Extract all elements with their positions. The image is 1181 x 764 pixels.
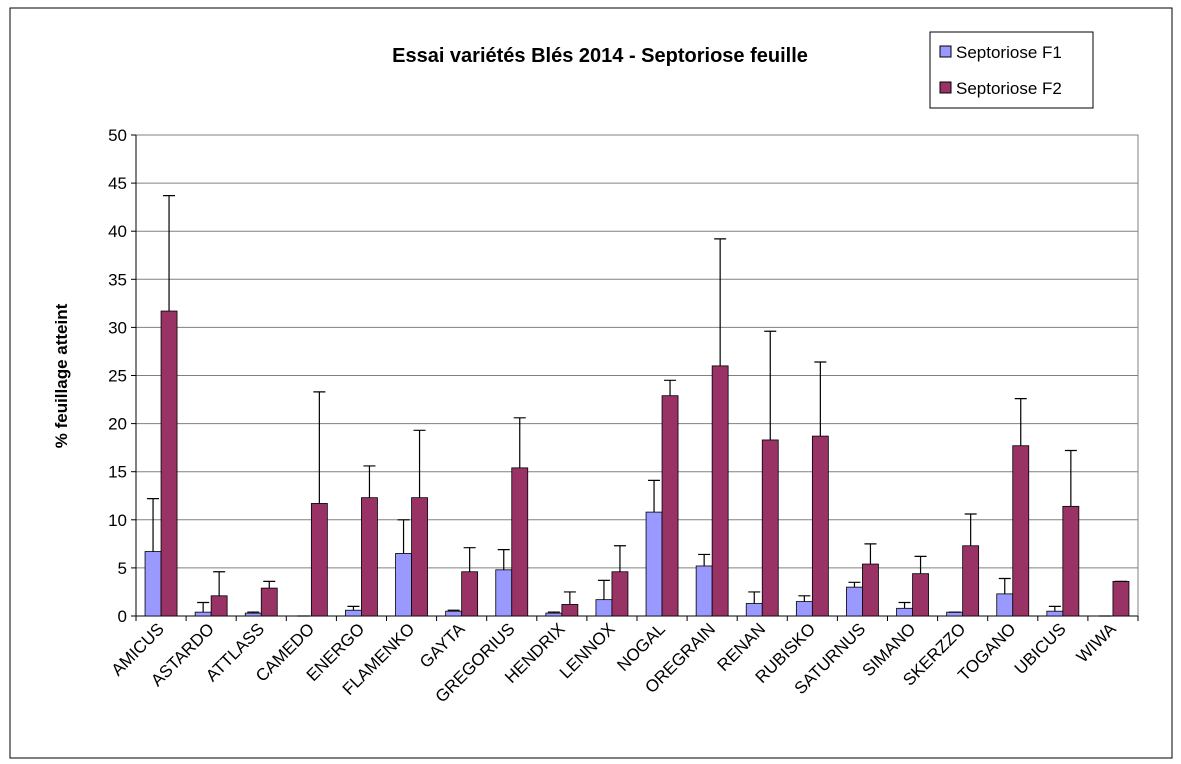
y-axis-label: % feuillage atteint [52, 303, 71, 448]
error-bar [597, 579, 610, 600]
bar [561, 604, 579, 617]
error-bar [1064, 449, 1077, 507]
chart-title: Essai variétés Blés 2014 - Septoriose fe… [392, 45, 808, 67]
y-tick-label: 40 [108, 222, 127, 241]
bar [244, 612, 262, 617]
bar [896, 607, 913, 617]
error-bar [714, 238, 727, 366]
error-bar [263, 580, 276, 589]
bar [1046, 610, 1064, 617]
y-tick-label: 45 [108, 174, 127, 193]
bar [345, 609, 362, 617]
error-bar [447, 609, 460, 612]
y-tick-label: 15 [108, 463, 127, 482]
bar [1062, 505, 1080, 617]
error-bar [998, 577, 1011, 594]
error-bar [798, 595, 811, 602]
bar [862, 563, 879, 617]
bar [811, 435, 829, 617]
error-bar [848, 581, 861, 588]
error-bar [513, 417, 526, 468]
error-bar [814, 361, 827, 437]
bar [260, 587, 278, 617]
bar [210, 595, 228, 617]
bar [361, 497, 378, 617]
bar [912, 573, 929, 617]
bar [661, 395, 679, 617]
error-bar [898, 601, 911, 609]
error-bar [497, 549, 510, 570]
y-tick-label: 0 [118, 607, 127, 626]
bar [962, 545, 980, 617]
error-bar [547, 611, 560, 614]
error-bar [914, 555, 927, 574]
bar [1012, 445, 1030, 617]
error-bar [563, 591, 576, 605]
error-bar [313, 391, 326, 504]
error-bar [213, 571, 226, 596]
y-tick-label: 30 [108, 318, 127, 337]
bar [611, 571, 629, 617]
y-tick-label: 20 [108, 415, 127, 434]
legend-swatch [939, 81, 952, 94]
bar [461, 571, 479, 617]
bar [395, 553, 412, 617]
y-tick-label: 50 [108, 126, 127, 145]
bar [144, 551, 162, 617]
error-bar [764, 330, 777, 440]
legend-label: Septoriose F2 [956, 79, 1062, 98]
bar [711, 365, 729, 617]
error-bar [1014, 397, 1027, 446]
bar [411, 497, 428, 617]
error-bar [247, 611, 260, 614]
bar [795, 601, 813, 617]
y-tick-label: 25 [108, 367, 127, 386]
error-bar [698, 553, 711, 566]
legend-box [929, 31, 1094, 109]
bar [495, 569, 513, 617]
error-bar [347, 605, 360, 611]
bar [1112, 580, 1130, 617]
legend-label: Septoriose F1 [956, 43, 1062, 62]
error-bar [397, 519, 410, 554]
bar [595, 599, 613, 617]
error-bar [1048, 605, 1061, 612]
error-bar [147, 498, 160, 552]
error-bar [413, 429, 426, 498]
error-bar [613, 545, 626, 572]
error-bar [463, 547, 476, 572]
error-bar [664, 379, 677, 396]
bar [996, 593, 1014, 617]
y-tick-label: 35 [108, 270, 127, 289]
error-bar [648, 479, 661, 513]
error-bar [864, 543, 877, 565]
bar [645, 511, 663, 617]
bar [445, 610, 463, 617]
bar [695, 565, 713, 617]
error-bar [363, 465, 376, 498]
legend-swatch [939, 45, 952, 58]
bar [310, 503, 328, 617]
bar [745, 603, 763, 617]
error-bar [163, 195, 176, 312]
bar [846, 586, 863, 617]
bar [194, 611, 212, 617]
bar [545, 612, 563, 617]
y-tick-label: 10 [108, 511, 127, 530]
bar [761, 439, 779, 617]
bar [511, 467, 529, 617]
error-bar [964, 513, 977, 546]
error-bar [748, 591, 761, 604]
y-tick-label: 5 [118, 559, 127, 578]
error-bar [197, 601, 210, 613]
bar [160, 310, 178, 617]
